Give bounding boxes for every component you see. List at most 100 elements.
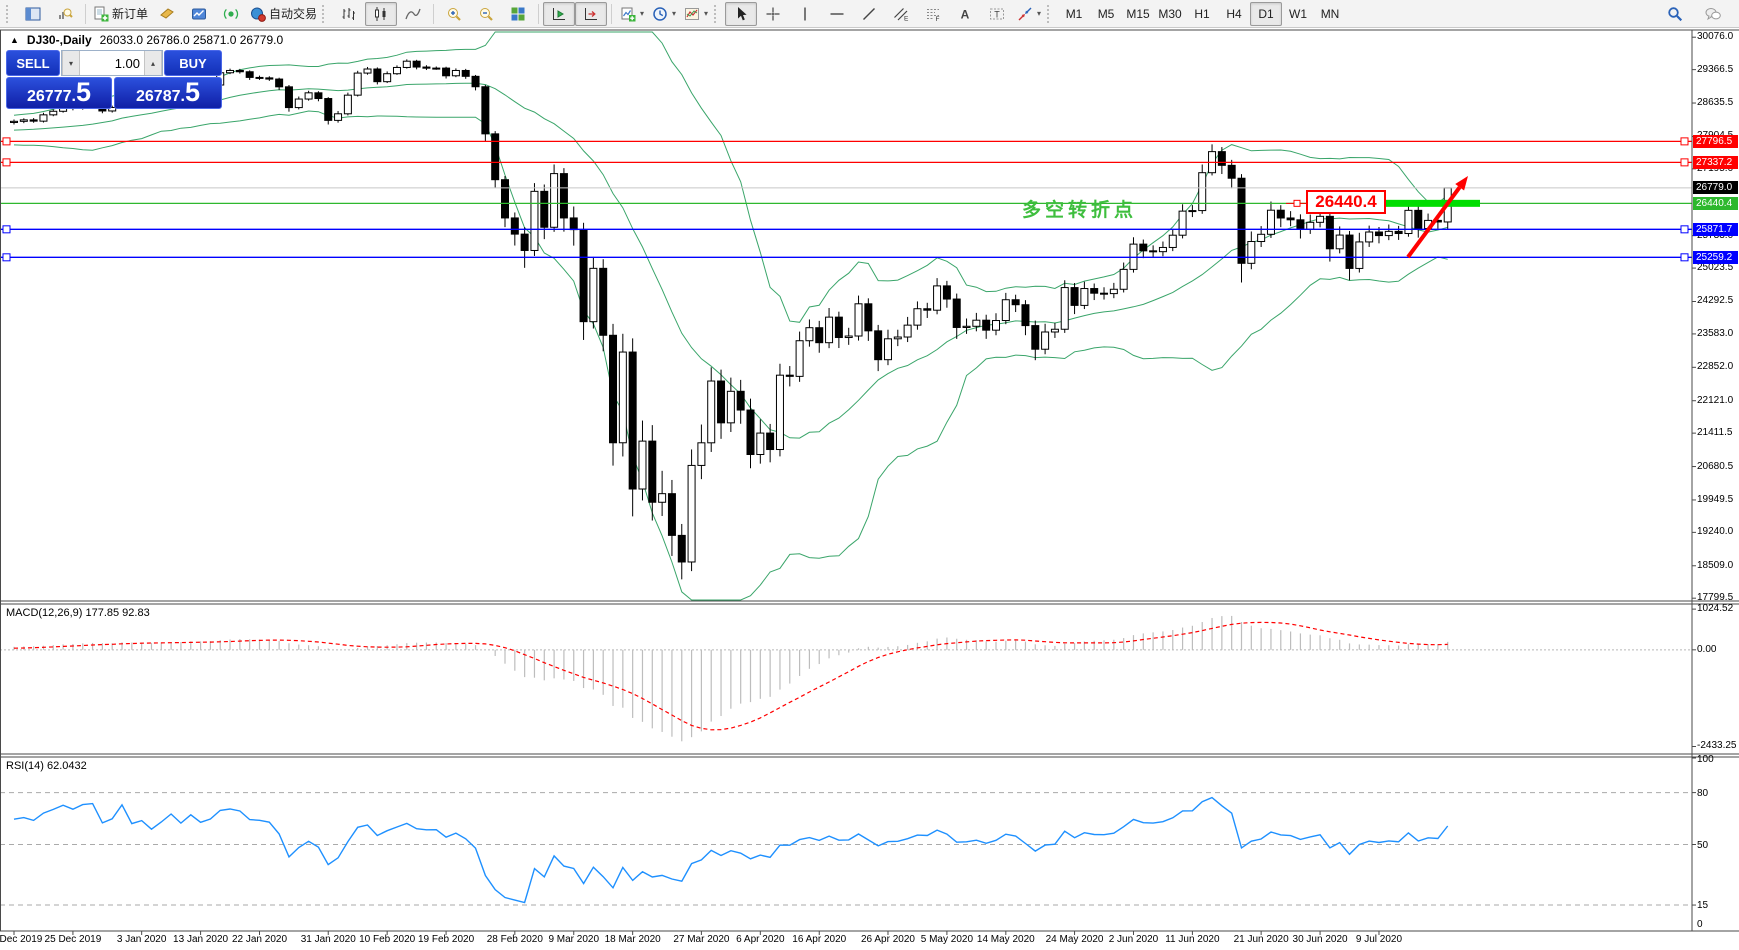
rsi-axis-tick: 80 [1697,787,1709,799]
tf-m1-button[interactable]: M1 [1058,2,1090,26]
zoom-in-button[interactable] [438,2,470,26]
bear-candle [461,69,470,77]
bull-candle [825,316,834,344]
bear-candle [235,69,244,73]
candles-layer [10,59,1452,580]
price-axis-tick: 18509.0 [1697,559,1734,571]
macd-label: MACD(12,26,9) [6,607,83,619]
bull-candle [10,120,18,123]
signal-button[interactable] [215,2,247,26]
candlestick-chart-button[interactable] [365,1,398,26]
tf-d1-button[interactable]: D1 [1250,1,1283,26]
bull-candle [1335,234,1344,250]
tf-m15-button-label: M15 [1126,6,1150,21]
price-callout-box[interactable]: 26440.4 [1306,190,1386,214]
chart-shift-button[interactable] [575,1,608,26]
autoscroll-icon [551,6,567,22]
label-button[interactable]: T [981,2,1013,26]
autotrading-button[interactable]: 自动交易 [247,2,320,26]
volume-decrease-button[interactable]: ▾ [62,51,80,75]
bull-candle [1001,299,1010,322]
time-axis-label: 13 Jan 2020 [173,934,229,945]
bull-candle [304,92,313,100]
bull-candle [687,464,696,563]
dropdown-arrow-icon[interactable]: ▾ [704,9,709,18]
bear-candle [834,316,843,339]
buy-button[interactable]: BUY [164,50,222,76]
bar-chart-button[interactable] [333,2,365,26]
tf-mn-button[interactable]: MN [1314,2,1346,26]
trendline-button[interactable] [853,2,885,26]
search-button[interactable] [1659,2,1691,26]
bear-candle [265,77,274,80]
chat-button[interactable] [1697,2,1729,26]
tf-m15-button[interactable]: M15 [1122,2,1154,26]
tf-w1-button[interactable]: W1 [1282,2,1314,26]
profile-search-button[interactable] [49,2,81,26]
buy-price-tile[interactable]: 26787 . 5 [114,77,222,109]
collapse-panel-arrow[interactable]: ▲ [10,35,19,45]
dropdown-arrow-icon[interactable]: ▾ [672,9,677,18]
bull-candle [1257,233,1266,243]
dropdown-arrow-icon[interactable]: ▾ [1037,9,1042,18]
tiles-icon [510,6,526,22]
vertical-line-button[interactable] [789,2,821,26]
price-axis-tick: 22121.0 [1697,394,1734,406]
tf-m30-button[interactable]: M30 [1154,2,1186,26]
sell-price-frac: 5 [75,77,91,107]
time-axis-label: 2 Jun 2020 [1108,934,1159,945]
line-handle[interactable] [2,158,11,167]
trendicon-icon [861,6,877,22]
auto-scroll-button[interactable] [543,1,576,26]
bull-candle [1041,331,1050,350]
tf-h1-button[interactable]: H1 [1186,2,1218,26]
tf-h4-button[interactable]: H4 [1218,2,1250,26]
green-highlight-band[interactable] [1378,199,1480,207]
bear-candle [1021,304,1030,327]
gold-wedge-button[interactable] [151,2,183,26]
tf-m1-button-label: M1 [1065,6,1083,21]
channel-button[interactable]: E [885,2,917,26]
line-handle[interactable] [2,137,11,146]
bull-candle [1158,246,1167,253]
new-order-button[interactable]: 新订单 [90,2,151,26]
line-chart-button[interactable] [397,2,429,26]
chart-upload-button[interactable] [183,2,215,26]
time-axis-label: 5 May 2020 [920,934,974,945]
time-axis-label: 21 Jun 2020 [1233,934,1289,945]
sell-button[interactable]: SELL [6,50,60,76]
templates-button[interactable]: ▾ [680,2,712,26]
tile-windows-button[interactable] [502,2,534,26]
time-axis-label: 16 Dec 2019 [0,934,43,945]
bull-candle [805,327,814,342]
line-handle[interactable] [2,253,11,262]
cursor-button[interactable] [725,1,758,26]
bear-candle [609,334,618,444]
bear-candle [569,217,578,231]
line-handle[interactable] [1680,158,1689,167]
dropdown-arrow-icon[interactable]: ▾ [640,9,645,18]
chart-window-button[interactable] [17,2,49,26]
line-handle[interactable] [1680,253,1689,262]
periods-button[interactable]: ▾ [648,2,680,26]
bear-candle [559,173,568,219]
bull-candle [1178,210,1187,236]
line-handle[interactable] [1680,137,1689,146]
volume-input[interactable] [80,51,144,75]
new-chart-button[interactable]: ▾ [616,2,648,26]
fibonacci-button[interactable]: F [917,2,949,26]
arrows-button[interactable]: ▾ [1013,2,1045,26]
text-button[interactable]: A [949,2,981,26]
zoom-out-button[interactable] [470,2,502,26]
tf-m5-button[interactable]: M5 [1090,2,1122,26]
line-handle[interactable] [1680,225,1689,234]
line-handle[interactable] [2,225,11,234]
hlineicon-icon [829,6,845,22]
sell-price-tile[interactable]: 26777 . 5 [6,77,112,109]
rsi-axis-tick: 50 [1697,839,1709,851]
crosshair-button[interactable] [757,2,789,26]
bear-candle [1149,250,1158,253]
volume-increase-button[interactable]: ▴ [144,51,162,75]
trend-arrow-shaft[interactable] [1406,186,1462,259]
horizontal-line-button[interactable] [821,2,853,26]
